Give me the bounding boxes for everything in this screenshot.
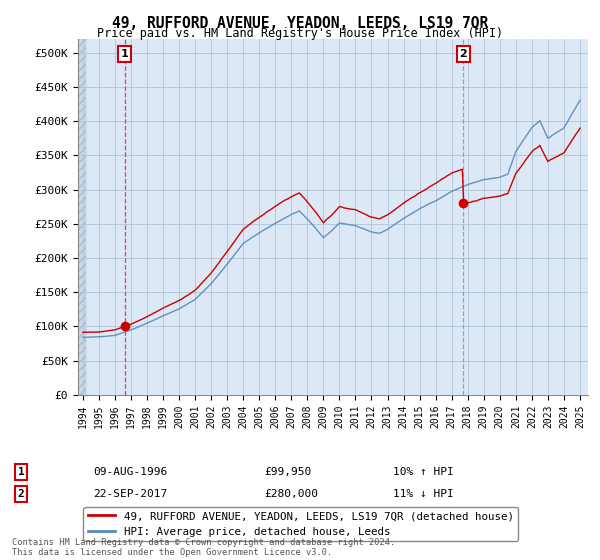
- Text: 2: 2: [17, 489, 25, 499]
- Text: 2: 2: [460, 49, 467, 59]
- Text: 1: 1: [17, 467, 25, 477]
- Text: 10% ↑ HPI: 10% ↑ HPI: [393, 467, 454, 477]
- Text: 22-SEP-2017: 22-SEP-2017: [93, 489, 167, 499]
- Text: 1: 1: [121, 49, 128, 59]
- Text: 49, RUFFORD AVENUE, YEADON, LEEDS, LS19 7QR: 49, RUFFORD AVENUE, YEADON, LEEDS, LS19 …: [112, 16, 488, 31]
- Text: Price paid vs. HM Land Registry's House Price Index (HPI): Price paid vs. HM Land Registry's House …: [97, 27, 503, 40]
- Text: 11% ↓ HPI: 11% ↓ HPI: [393, 489, 454, 499]
- Text: £99,950: £99,950: [264, 467, 311, 477]
- Text: £280,000: £280,000: [264, 489, 318, 499]
- Text: Contains HM Land Registry data © Crown copyright and database right 2024.
This d: Contains HM Land Registry data © Crown c…: [12, 538, 395, 557]
- Text: 09-AUG-1996: 09-AUG-1996: [93, 467, 167, 477]
- Legend: 49, RUFFORD AVENUE, YEADON, LEEDS, LS19 7QR (detached house), HPI: Average price: 49, RUFFORD AVENUE, YEADON, LEEDS, LS19 …: [83, 507, 518, 541]
